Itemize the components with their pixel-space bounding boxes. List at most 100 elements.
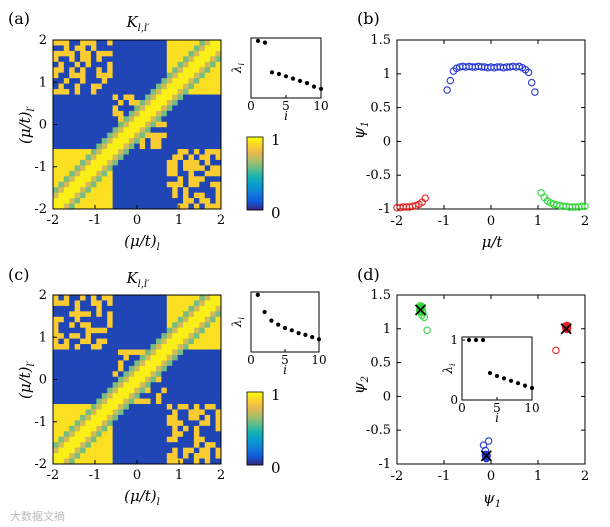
data-point-blue [446, 76, 455, 85]
heatmap-cell [58, 376, 65, 383]
heatmap-cell [172, 387, 178, 394]
heatmap-cell [53, 398, 59, 405]
heatmap-cell [172, 311, 178, 318]
heatmap-cell [69, 453, 76, 459]
heatmap-cell [139, 143, 146, 150]
heatmap-cell [145, 442, 151, 448]
heatmap-cell [145, 110, 151, 117]
heatmap-cell [155, 300, 162, 307]
heatmap-cell [128, 187, 135, 193]
heatmap-cell [128, 170, 135, 177]
heatmap-cell [183, 425, 189, 432]
heatmap-cell [166, 420, 173, 427]
heatmap-cell [85, 45, 92, 52]
heatmap-cell [123, 192, 130, 199]
inset-xlabel: i [283, 363, 287, 377]
heatmap-cell [118, 458, 124, 465]
heatmap-cell [193, 333, 200, 339]
heatmap-cell [139, 382, 146, 389]
heatmap-cell [139, 360, 146, 367]
heatmap-cell [199, 72, 206, 79]
heatmap-cell [112, 132, 119, 139]
heatmap-cell [183, 344, 189, 350]
heatmap-cell [210, 78, 216, 84]
heatmap-cell [155, 72, 162, 79]
heatmap-cell [134, 45, 141, 52]
heatmap-cell [69, 398, 76, 405]
heatmap-cell [172, 305, 178, 312]
heatmap-cell [204, 425, 211, 432]
heatmap-cell [118, 453, 124, 459]
heatmap-cell [74, 154, 81, 161]
heatmap-cell [204, 99, 211, 106]
heatmap-cell [188, 333, 195, 339]
heatmap-cell [107, 72, 113, 79]
heatmap-cell [69, 67, 76, 74]
heatmap-cell [80, 409, 86, 416]
heatmap-cell [177, 409, 184, 416]
heatmap-cell [63, 338, 70, 345]
heatmap-cell [69, 414, 76, 421]
heatmap-cell [193, 170, 200, 177]
heatmap-cell [69, 458, 76, 465]
heatmap-cell [134, 99, 141, 106]
heatmap-cell [128, 99, 135, 106]
heatmap-cell [177, 425, 184, 432]
heatmap-cell [172, 300, 178, 307]
heatmap-cell [183, 436, 189, 443]
heatmap-cell [112, 458, 119, 465]
heatmap-cell [199, 420, 206, 427]
heatmap-cell [74, 371, 81, 378]
heatmap-cell [112, 50, 119, 57]
heatmap-cell [183, 127, 189, 134]
heatmap-cell [204, 121, 211, 128]
heatmap-cell [58, 127, 65, 134]
heatmap-cell [63, 138, 70, 144]
heatmap-cell [145, 409, 151, 416]
heatmap-cell [161, 420, 168, 427]
heatmap-cell [172, 56, 178, 63]
heatmap-cell [204, 333, 211, 339]
y-tick-label: -1 [378, 202, 391, 217]
heatmap-cell [118, 99, 124, 106]
heatmap-cell [118, 187, 124, 193]
heatmap-cell [85, 89, 92, 95]
heatmap-cell [177, 322, 184, 329]
heatmap-cell [177, 442, 184, 448]
heatmap-cell [172, 327, 178, 334]
heatmap-cell [150, 187, 157, 193]
heatmap-cell [210, 365, 216, 372]
heatmap-cell [199, 360, 206, 367]
heatmap-cell [74, 376, 81, 383]
heatmap-cell [85, 127, 92, 134]
colorbar-segment [247, 153, 263, 156]
heatmap-cell [74, 305, 81, 312]
colorbar-segment [247, 413, 263, 417]
heatmap-cell [145, 187, 151, 193]
heatmap-cell [210, 127, 216, 134]
heatmap-cell [128, 105, 135, 112]
inset-point [296, 331, 301, 336]
heatmap-cell [101, 300, 108, 307]
heatmap-cell [112, 121, 119, 128]
heatmap-cell [161, 83, 168, 90]
heatmap-cell [123, 425, 130, 432]
heatmap-cell [101, 295, 108, 301]
heatmap-cell [210, 398, 216, 405]
heatmap-y-tick-label: 2 [39, 33, 47, 48]
heatmap-cell [215, 436, 222, 443]
inset-point [466, 337, 472, 343]
heatmap-cell [161, 458, 168, 465]
heatmap-cell [80, 316, 86, 323]
heatmap-cell [150, 159, 157, 166]
heatmap-cell [118, 45, 124, 52]
heatmap-cell [139, 72, 146, 79]
heatmap-cell [134, 105, 141, 112]
heatmap-cell [193, 127, 200, 134]
heatmap-cell [215, 447, 222, 454]
heatmap-cell [204, 404, 211, 410]
heatmap-cell [161, 170, 168, 177]
heatmap-cell [145, 149, 151, 155]
heatmap-cell [183, 149, 189, 155]
heatmap-cell [134, 365, 141, 372]
